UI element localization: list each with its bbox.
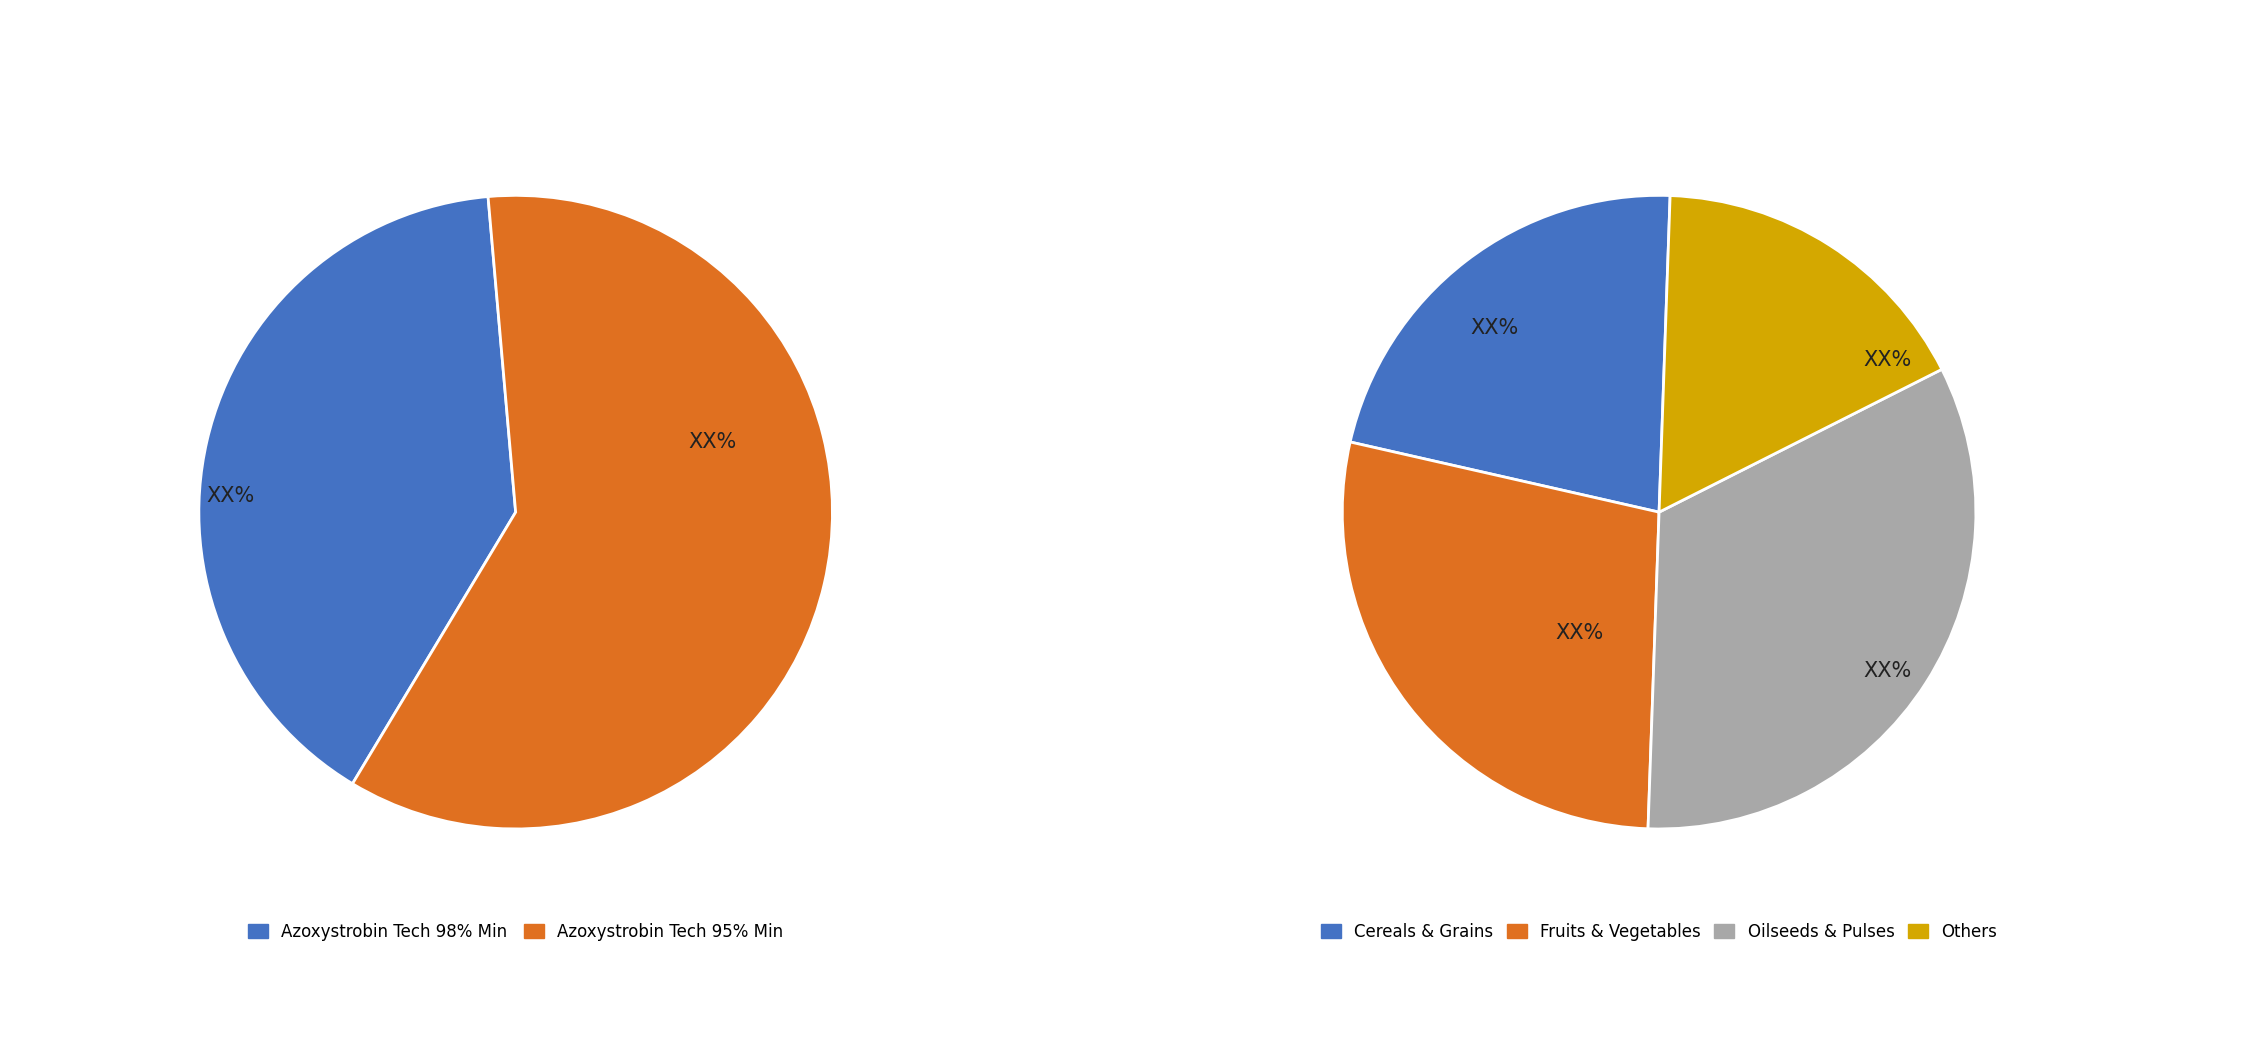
Text: XX%: XX% — [688, 433, 735, 452]
Text: XX%: XX% — [1471, 319, 1518, 338]
Text: Email: sales@theindustrystats.com: Email: sales@theindustrystats.com — [944, 997, 1298, 1015]
Wedge shape — [200, 196, 516, 784]
Wedge shape — [352, 195, 832, 829]
Text: XX%: XX% — [1863, 661, 1910, 680]
Legend: Cereals & Grains, Fruits & Vegetables, Oilseeds & Pulses, Others: Cereals & Grains, Fruits & Vegetables, O… — [1314, 916, 2004, 947]
Wedge shape — [1659, 195, 1942, 512]
Text: Source: Theindustrystats Analysis: Source: Theindustrystats Analysis — [29, 997, 374, 1015]
Wedge shape — [1648, 370, 1975, 829]
Text: XX%: XX% — [206, 487, 256, 506]
Legend: Azoxystrobin Tech 98% Min, Azoxystrobin Tech 95% Min: Azoxystrobin Tech 98% Min, Azoxystrobin … — [242, 916, 789, 947]
Text: XX%: XX% — [1863, 351, 1910, 370]
Text: Website: www.theindustrystats.com: Website: www.theindustrystats.com — [1845, 997, 2213, 1015]
Text: Fig. Global Azoxystrobin Market Share by Product Types & Application: Fig. Global Azoxystrobin Market Share by… — [29, 53, 966, 76]
Wedge shape — [1350, 195, 1670, 512]
Wedge shape — [1343, 442, 1659, 829]
Text: XX%: XX% — [1556, 623, 1603, 642]
